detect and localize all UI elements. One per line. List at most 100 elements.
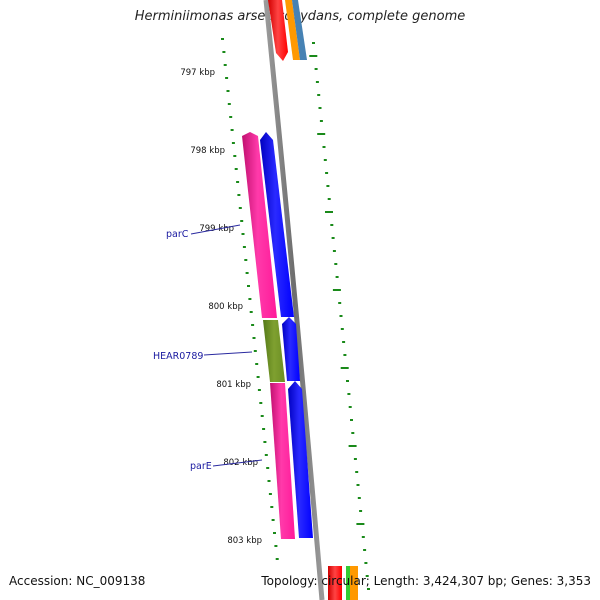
minor-tick bbox=[342, 341, 346, 343]
scale-label: 797 kbp bbox=[180, 68, 215, 78]
minor-tick bbox=[318, 107, 322, 109]
minor-tick bbox=[260, 415, 264, 417]
minor-tick bbox=[319, 120, 323, 122]
minor-tick bbox=[271, 519, 275, 521]
minor-tick bbox=[221, 38, 224, 40]
minor-tick bbox=[275, 558, 279, 560]
minor-tick bbox=[238, 207, 242, 209]
gene-callouts: parC HEAR0789 parE bbox=[153, 224, 263, 472]
minor-tick bbox=[249, 311, 253, 313]
minor-tick bbox=[351, 432, 355, 434]
minor-tick bbox=[242, 246, 246, 248]
gene-parC bbox=[242, 132, 277, 318]
major-tick bbox=[325, 211, 333, 213]
minor-tick bbox=[273, 532, 276, 534]
gene-steelblue-top bbox=[292, 0, 307, 60]
minor-tick bbox=[267, 480, 271, 482]
gene-red-bottom bbox=[328, 566, 342, 600]
gene-orange-bottom bbox=[350, 566, 358, 600]
minor-tick bbox=[256, 376, 260, 378]
minor-tick bbox=[251, 324, 255, 326]
minor-tick bbox=[226, 90, 230, 92]
minor-tick bbox=[365, 575, 369, 577]
scale-label: 798 kbp bbox=[190, 146, 225, 156]
major-tick bbox=[348, 445, 357, 447]
minor-tick bbox=[343, 354, 347, 356]
minor-tick bbox=[335, 276, 339, 278]
minor-tick bbox=[312, 42, 315, 44]
minor-tick bbox=[233, 155, 237, 157]
minor-tick bbox=[237, 194, 241, 196]
minor-tick bbox=[259, 402, 263, 404]
minor-tick bbox=[231, 142, 235, 144]
minor-tick bbox=[359, 510, 363, 512]
minor-tick bbox=[223, 64, 227, 66]
minor-tick bbox=[234, 168, 238, 170]
gene-parE bbox=[270, 383, 295, 539]
major-tick bbox=[309, 55, 318, 57]
minor-tick bbox=[252, 337, 256, 339]
minor-tick bbox=[338, 302, 342, 304]
scale-label: 803 kbp bbox=[227, 536, 262, 546]
minor-tick bbox=[367, 588, 370, 590]
genome-summary-text: Topology: circular; Length: 3,424,307 bp… bbox=[261, 574, 591, 588]
minor-tick bbox=[347, 393, 351, 395]
minor-tick bbox=[330, 224, 334, 226]
minor-tick bbox=[325, 172, 329, 174]
minor-tick bbox=[364, 562, 368, 564]
minor-tick bbox=[363, 549, 367, 551]
minor-tick bbox=[255, 363, 259, 365]
minor-tick bbox=[264, 454, 268, 456]
minor-tick bbox=[262, 428, 266, 430]
minor-tick bbox=[355, 471, 359, 473]
minor-tick bbox=[317, 94, 321, 96]
gene-label-parE: parE bbox=[190, 461, 212, 472]
gene-orange-top bbox=[285, 0, 300, 60]
minor-tick bbox=[230, 129, 234, 131]
gene-blue-3 bbox=[288, 381, 313, 538]
left-tick-track bbox=[221, 38, 279, 560]
minor-tick bbox=[270, 506, 274, 508]
minor-tick bbox=[222, 51, 226, 53]
right-tick-track bbox=[309, 42, 370, 590]
minor-tick bbox=[353, 458, 357, 460]
minor-tick bbox=[331, 237, 335, 239]
scale-label: 800 kbp bbox=[208, 302, 243, 312]
minor-tick bbox=[227, 103, 231, 105]
minor-tick bbox=[229, 116, 233, 118]
minor-tick bbox=[357, 497, 361, 499]
major-tick bbox=[340, 367, 349, 369]
gene-HEAR0789 bbox=[263, 320, 285, 382]
minor-tick bbox=[356, 484, 360, 486]
gene-blue-1 bbox=[260, 132, 294, 317]
minor-tick bbox=[323, 159, 327, 161]
minor-tick bbox=[332, 250, 336, 252]
major-tick bbox=[332, 289, 341, 291]
gene-label-HEAR0789: HEAR0789 bbox=[153, 351, 203, 362]
minor-tick bbox=[245, 272, 249, 274]
minor-tick bbox=[248, 298, 252, 300]
minor-tick bbox=[257, 389, 261, 391]
accession-text: Accession: NC_009138 bbox=[9, 574, 146, 588]
scale-label: 801 kbp bbox=[216, 380, 251, 390]
minor-tick bbox=[274, 545, 278, 547]
major-tick bbox=[356, 523, 365, 525]
callout-line-HEAR0789 bbox=[203, 351, 253, 356]
minor-tick bbox=[244, 259, 248, 261]
gene-label-parC: parC bbox=[166, 229, 189, 240]
major-tick bbox=[317, 133, 326, 135]
minor-tick bbox=[322, 146, 326, 148]
minor-tick bbox=[339, 315, 343, 317]
genome-backbone bbox=[263, 0, 325, 600]
minor-tick bbox=[314, 68, 318, 70]
callout-line-parC bbox=[190, 224, 241, 235]
minor-tick bbox=[236, 181, 240, 183]
gene-green-bottom bbox=[346, 566, 350, 600]
minor-tick bbox=[350, 419, 353, 421]
minor-tick bbox=[268, 493, 272, 495]
minor-tick bbox=[348, 406, 352, 408]
gene-red-top bbox=[268, 0, 288, 61]
minor-tick bbox=[315, 81, 319, 83]
minor-tick bbox=[241, 233, 245, 235]
